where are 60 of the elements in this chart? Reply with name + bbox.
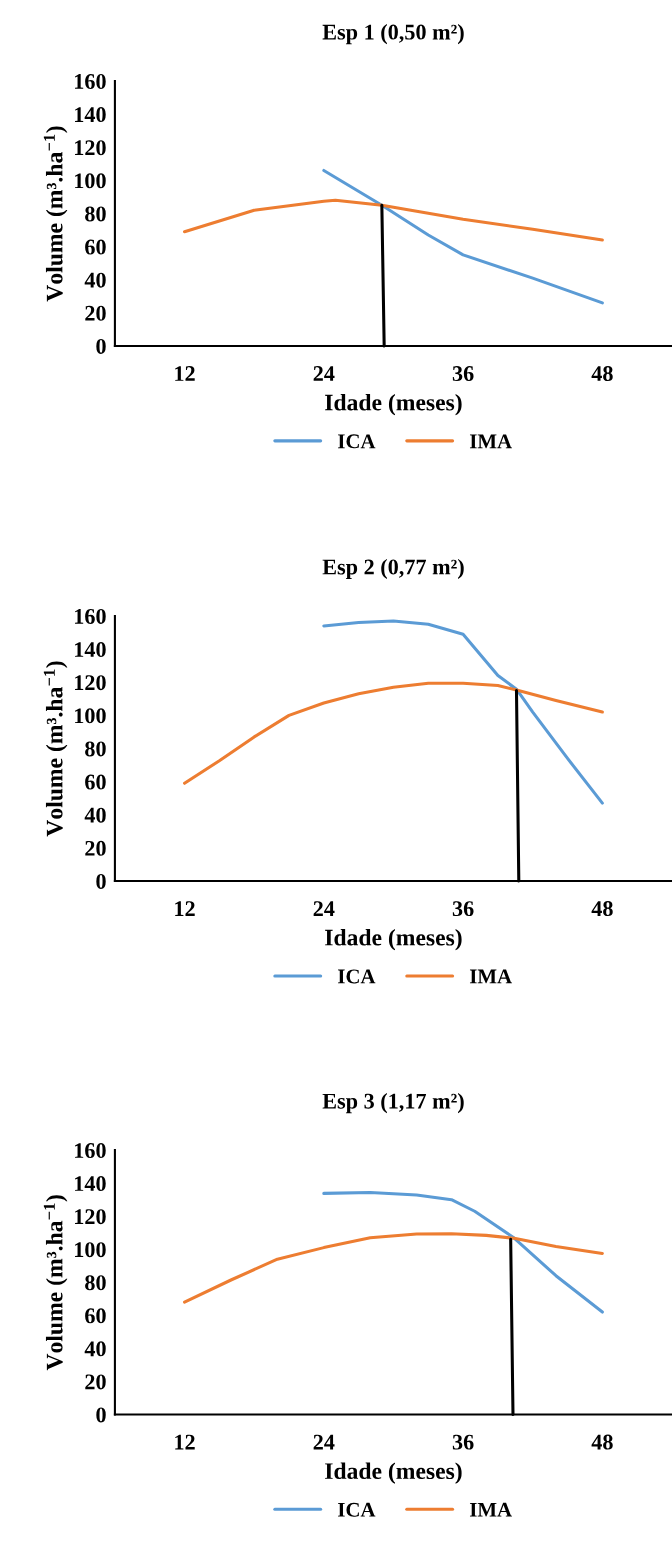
y-axis-title: Volume (m³.ha$^{−1}$) (43, 126, 68, 302)
y-tick-label: 100 (75, 708, 106, 724)
legend-label: IMA (469, 434, 512, 449)
y-tick-label: 20 (85, 840, 106, 856)
x-axis-title: Idade (meses) (325, 393, 462, 416)
y-tick-label: 160 (75, 608, 106, 624)
legend-label: IMA (469, 969, 512, 984)
y-tick-label: 140 (75, 642, 106, 658)
y-tick-label: 140 (75, 1176, 106, 1192)
x-tick-label: 24 (313, 366, 335, 381)
line-series (183, 198, 604, 242)
line-series (322, 1191, 604, 1314)
y-tick-label: 0 (96, 338, 106, 354)
y-tick-label: 40 (84, 1341, 106, 1357)
y-tick-label: 0 (96, 873, 106, 889)
y-tick-label: 100 (75, 1242, 106, 1258)
x-tick-label: 36 (452, 366, 474, 382)
y-tick-label: 60 (85, 1308, 106, 1324)
y-tick-label: 20 (85, 305, 106, 321)
line-series (322, 619, 604, 805)
y-tick-label: 120 (75, 675, 106, 691)
chart-title: Esp 2 (0,77 m²) (322, 558, 464, 580)
line-series (183, 681, 604, 785)
x-tick-label: 24 (313, 901, 335, 916)
y-tick-label: 80 (85, 741, 106, 757)
y-tick-label: 40 (84, 807, 106, 823)
x-tick-label: 48 (591, 1434, 613, 1450)
legend-label: ICA (338, 1502, 376, 1517)
legend-label: ICA (338, 434, 376, 449)
y-tick-label: 160 (75, 1143, 106, 1159)
y-tick-label: 120 (75, 140, 106, 156)
y-tick-label: 60 (85, 774, 106, 790)
line-series (322, 168, 604, 305)
y-axis-title: Volume (m³.ha$^{−1}$) (43, 1195, 68, 1371)
chart-title: Esp 1 (0,50 m²) (322, 23, 464, 45)
chart-title: Esp 3 (1,17 m²) (322, 1093, 464, 1114)
y-tick-label: 40 (84, 272, 106, 288)
y-tick-label: 80 (85, 1275, 106, 1291)
y-tick-label: 0 (96, 1407, 106, 1423)
x-tick-label: 12 (175, 1434, 195, 1450)
y-tick-label: 60 (85, 239, 106, 255)
legend-label: IMA (469, 1502, 512, 1517)
y-tick-label: 100 (75, 173, 106, 189)
x-tick-label: 36 (452, 901, 474, 917)
x-tick-label: 12 (175, 901, 195, 916)
line-series (183, 1232, 604, 1304)
x-axis-title: Idade (meses) (325, 1462, 462, 1484)
x-tick-label: 12 (175, 366, 195, 381)
y-tick-label: 20 (85, 1374, 106, 1390)
x-tick-label: 48 (591, 366, 613, 382)
x-tick-label: 24 (313, 1434, 335, 1450)
legend-label: ICA (338, 969, 376, 984)
x-tick-label: 36 (452, 1434, 474, 1450)
y-tick-label: 160 (75, 74, 106, 89)
x-tick-label: 48 (591, 901, 613, 917)
y-axis-title: Volume (m³.ha$^{−1}$) (43, 661, 68, 837)
y-tick-label: 80 (85, 206, 106, 222)
x-axis-title: Idade (meses) (325, 928, 462, 951)
y-tick-label: 140 (75, 107, 106, 123)
y-tick-label: 120 (75, 1209, 106, 1225)
